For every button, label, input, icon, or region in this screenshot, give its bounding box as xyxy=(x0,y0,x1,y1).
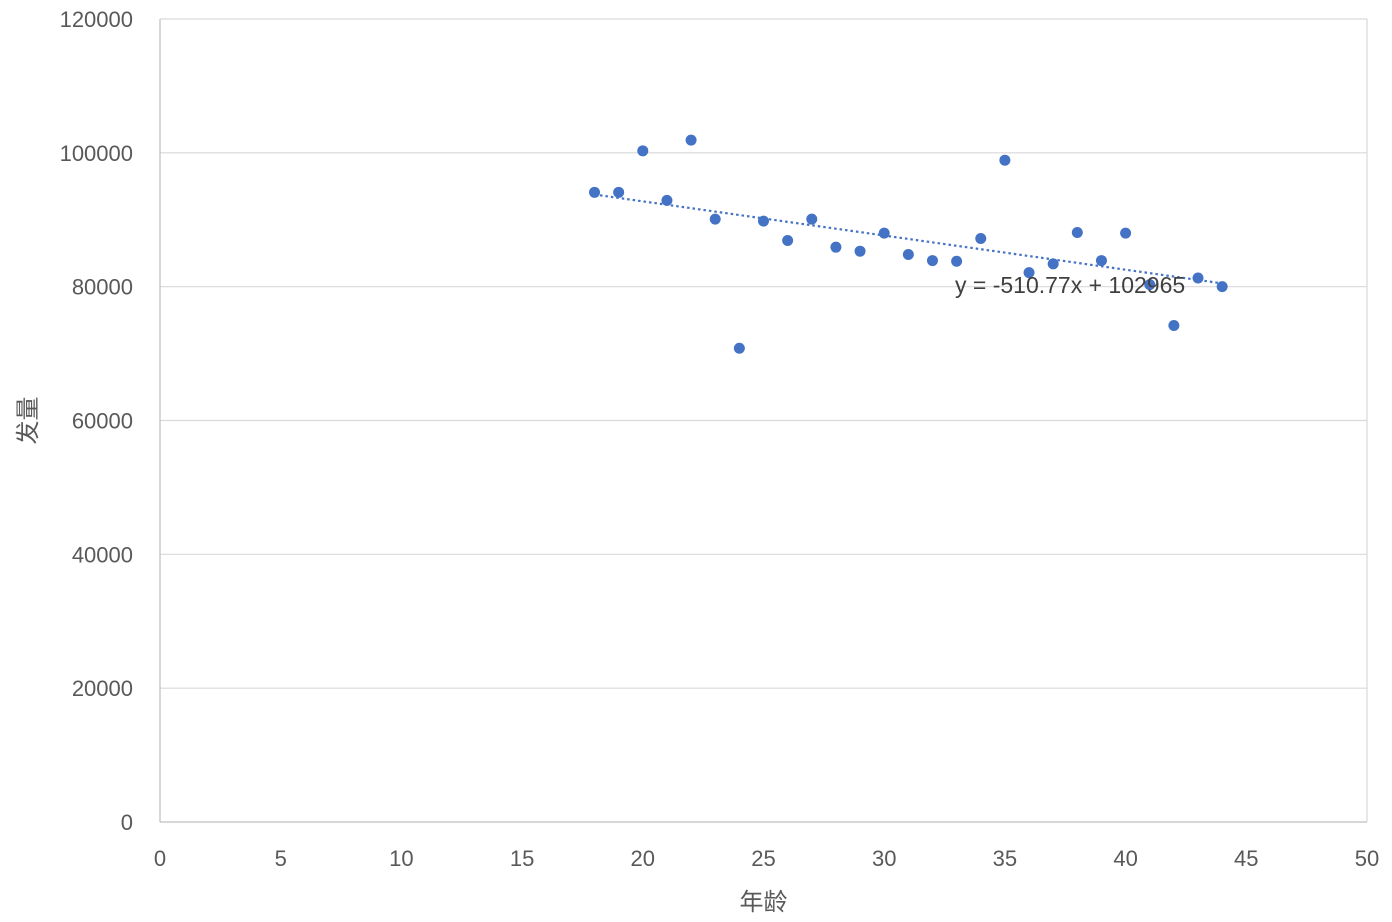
data-point xyxy=(999,154,1011,166)
data-point xyxy=(613,186,625,198)
x-tick-label: 50 xyxy=(1355,846,1379,871)
y-tick-label: 80000 xyxy=(72,275,133,300)
y-tick-label: 120000 xyxy=(60,7,133,32)
x-tick-label: 10 xyxy=(389,846,413,871)
data-point xyxy=(806,213,818,225)
data-point xyxy=(1216,281,1228,293)
y-tick-label: 0 xyxy=(121,810,133,835)
data-point xyxy=(1144,279,1156,291)
axes xyxy=(159,19,1368,823)
trendline-equation: y = -510.77x + 102965 xyxy=(955,272,1185,298)
x-tick-label: 30 xyxy=(872,846,896,871)
x-tick-label: 40 xyxy=(1113,846,1137,871)
y-tick-labels: 0 20000 40000 60000 80000 100000 120000 xyxy=(60,7,133,835)
data-point xyxy=(758,215,769,227)
gridlines xyxy=(160,18,1367,689)
x-tick-label: 5 xyxy=(275,846,287,871)
data-point xyxy=(1023,267,1035,279)
x-tick-label: 25 xyxy=(751,846,775,871)
y-axis-title: 发量 xyxy=(14,397,42,445)
data-point xyxy=(1071,226,1083,238)
data-point xyxy=(854,245,866,257)
y-tick-label: 100000 xyxy=(60,141,133,166)
x-tick-label: 35 xyxy=(993,846,1017,871)
x-tick-label: 20 xyxy=(631,846,655,871)
data-point xyxy=(1095,255,1107,267)
data-point xyxy=(1168,319,1180,331)
data-point xyxy=(709,213,721,225)
data-point xyxy=(1120,227,1132,239)
data-point xyxy=(589,186,601,198)
y-tick-label: 40000 xyxy=(72,542,133,567)
x-tick-labels: 0 5 10 15 20 25 30 35 40 45 50 xyxy=(154,846,1379,871)
data-point xyxy=(926,255,938,267)
data-point xyxy=(637,145,649,157)
data-point xyxy=(1047,258,1059,270)
data-point xyxy=(733,342,745,354)
data-point xyxy=(975,232,987,244)
x-tick-label: 0 xyxy=(154,846,166,871)
y-tick-label: 60000 xyxy=(72,409,133,434)
data-points xyxy=(589,134,1228,354)
y-tick-label: 20000 xyxy=(72,676,133,701)
data-point xyxy=(830,241,842,253)
data-point xyxy=(951,255,963,267)
trendline xyxy=(594,193,1223,285)
data-point xyxy=(661,194,673,206)
data-point xyxy=(878,227,890,239)
x-tick-label: 45 xyxy=(1234,846,1258,871)
data-point xyxy=(685,134,697,146)
data-point xyxy=(782,234,794,246)
x-tick-label: 15 xyxy=(510,846,534,871)
trendline-line xyxy=(594,193,1223,285)
x-axis-title: 年龄 xyxy=(740,888,788,916)
data-point xyxy=(902,249,914,261)
data-point xyxy=(1192,272,1204,284)
